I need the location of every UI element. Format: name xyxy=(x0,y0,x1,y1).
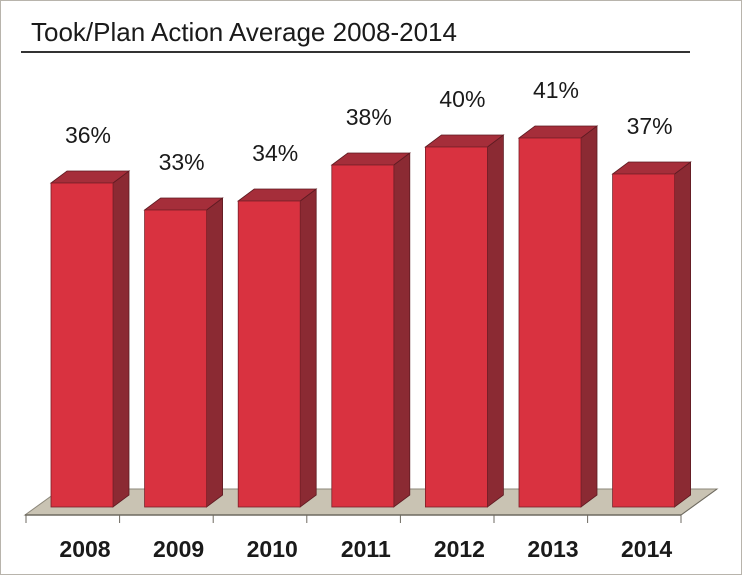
x-tick-label-2014: 2014 xyxy=(621,536,672,562)
bar-2011 xyxy=(331,164,395,508)
bar-2013 xyxy=(518,137,582,508)
bar-2008 xyxy=(50,182,114,508)
data-label-2008: 36% xyxy=(65,122,111,148)
data-label-2009: 33% xyxy=(159,149,205,175)
x-tick-label-2010: 2010 xyxy=(247,536,298,562)
x-tick-label-2012: 2012 xyxy=(434,536,485,562)
bar-2009 xyxy=(144,209,208,508)
bar-side-2009 xyxy=(206,197,224,508)
chart-title: Took/Plan Action Average 2008-2014 xyxy=(31,17,457,47)
data-label-2014: 37% xyxy=(627,113,673,139)
bar-side-2013 xyxy=(580,125,598,508)
bar-side-2010 xyxy=(299,188,317,508)
title-rule xyxy=(21,51,690,53)
bar-side-2008 xyxy=(112,170,130,508)
x-tick-label-2008: 2008 xyxy=(59,536,110,562)
bar-2012 xyxy=(424,146,488,508)
x-tick-label-2009: 2009 xyxy=(153,536,204,562)
x-tick-label-2013: 2013 xyxy=(527,536,578,562)
bar-side-2011 xyxy=(393,152,411,508)
bar-side-2012 xyxy=(486,134,504,508)
data-label-2010: 34% xyxy=(252,140,298,166)
bar-2010 xyxy=(237,200,301,508)
data-label-2011: 38% xyxy=(346,104,392,130)
x-axis-depth-line xyxy=(680,488,718,516)
x-tick-label-2011: 2011 xyxy=(341,536,391,562)
data-label-2012: 40% xyxy=(439,86,485,112)
data-label-2013: 41% xyxy=(533,77,579,103)
bar-2014 xyxy=(612,173,675,508)
bar-side-2014 xyxy=(674,161,691,508)
